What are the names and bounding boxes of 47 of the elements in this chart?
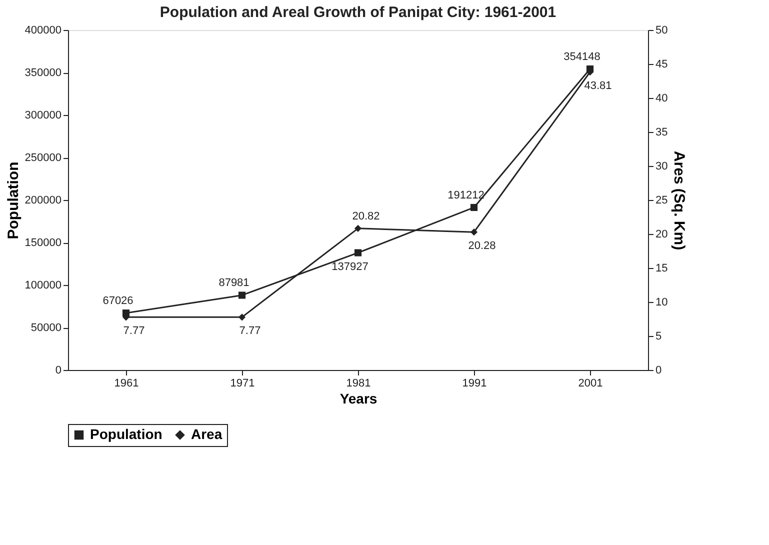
x-tick-label: 2001 xyxy=(578,378,603,390)
x-tick-label: 1981 xyxy=(346,378,371,390)
data-label: 191212 xyxy=(448,189,484,202)
y2-tick-label: 30 xyxy=(656,160,668,172)
y2-tick-label: 15 xyxy=(656,262,668,274)
y-tick-label: 50000 xyxy=(30,322,62,334)
data-label: 87981 xyxy=(218,277,250,290)
y2-tick-label: 50 xyxy=(656,24,668,36)
y-tick-label: 100000 xyxy=(24,280,62,292)
data-label: 67026 xyxy=(102,295,134,308)
y-tick-label: 200000 xyxy=(24,194,62,206)
y-axis-title: Population xyxy=(4,162,22,240)
data-label: 354148 xyxy=(564,50,600,63)
y2-tick-label: 5 xyxy=(656,330,662,342)
point xyxy=(470,228,478,236)
y-tick-label: 250000 xyxy=(24,152,62,164)
x-tick-label: 1991 xyxy=(462,378,487,390)
x-tick-label: 1961 xyxy=(114,378,139,390)
point xyxy=(354,224,362,232)
data-label: 7.77 xyxy=(123,325,145,338)
data-label: 7.77 xyxy=(239,325,261,338)
y2-tick-label: 35 xyxy=(656,126,668,138)
y-tick-label: 300000 xyxy=(24,110,62,122)
chart-title: Population and Areal Growth of Panipat City: 1961-2001 xyxy=(160,4,556,21)
legend-label: Area xyxy=(191,426,222,442)
y-tick-label: 150000 xyxy=(24,237,62,249)
data-label: 20.28 xyxy=(468,240,496,252)
y2-tick-label: 0 xyxy=(656,364,662,376)
data-label: 43.81 xyxy=(584,80,612,92)
x-axis-title: Years xyxy=(340,390,378,406)
y-tick-label: 0 xyxy=(55,364,62,376)
legend-label: Population xyxy=(90,426,162,442)
point xyxy=(238,292,246,299)
y2-axis-title: Ares (Sq. Km) xyxy=(670,150,688,250)
point xyxy=(470,204,478,212)
point xyxy=(238,314,246,321)
y2-tick-label: 10 xyxy=(656,296,668,308)
y2-tick-label: 25 xyxy=(656,194,668,206)
y2-tick-label: 45 xyxy=(656,58,668,70)
y2-tick-label: 20 xyxy=(656,228,668,240)
data-label: 20.82 xyxy=(352,210,380,222)
point xyxy=(354,249,362,256)
y2-tick-label: 40 xyxy=(656,92,668,104)
data-label: 137927 xyxy=(332,260,368,273)
x-tick-label: 1971 xyxy=(230,378,255,390)
y-tick-label: 400000 xyxy=(24,24,62,36)
y-tick-label: 350000 xyxy=(24,67,62,79)
